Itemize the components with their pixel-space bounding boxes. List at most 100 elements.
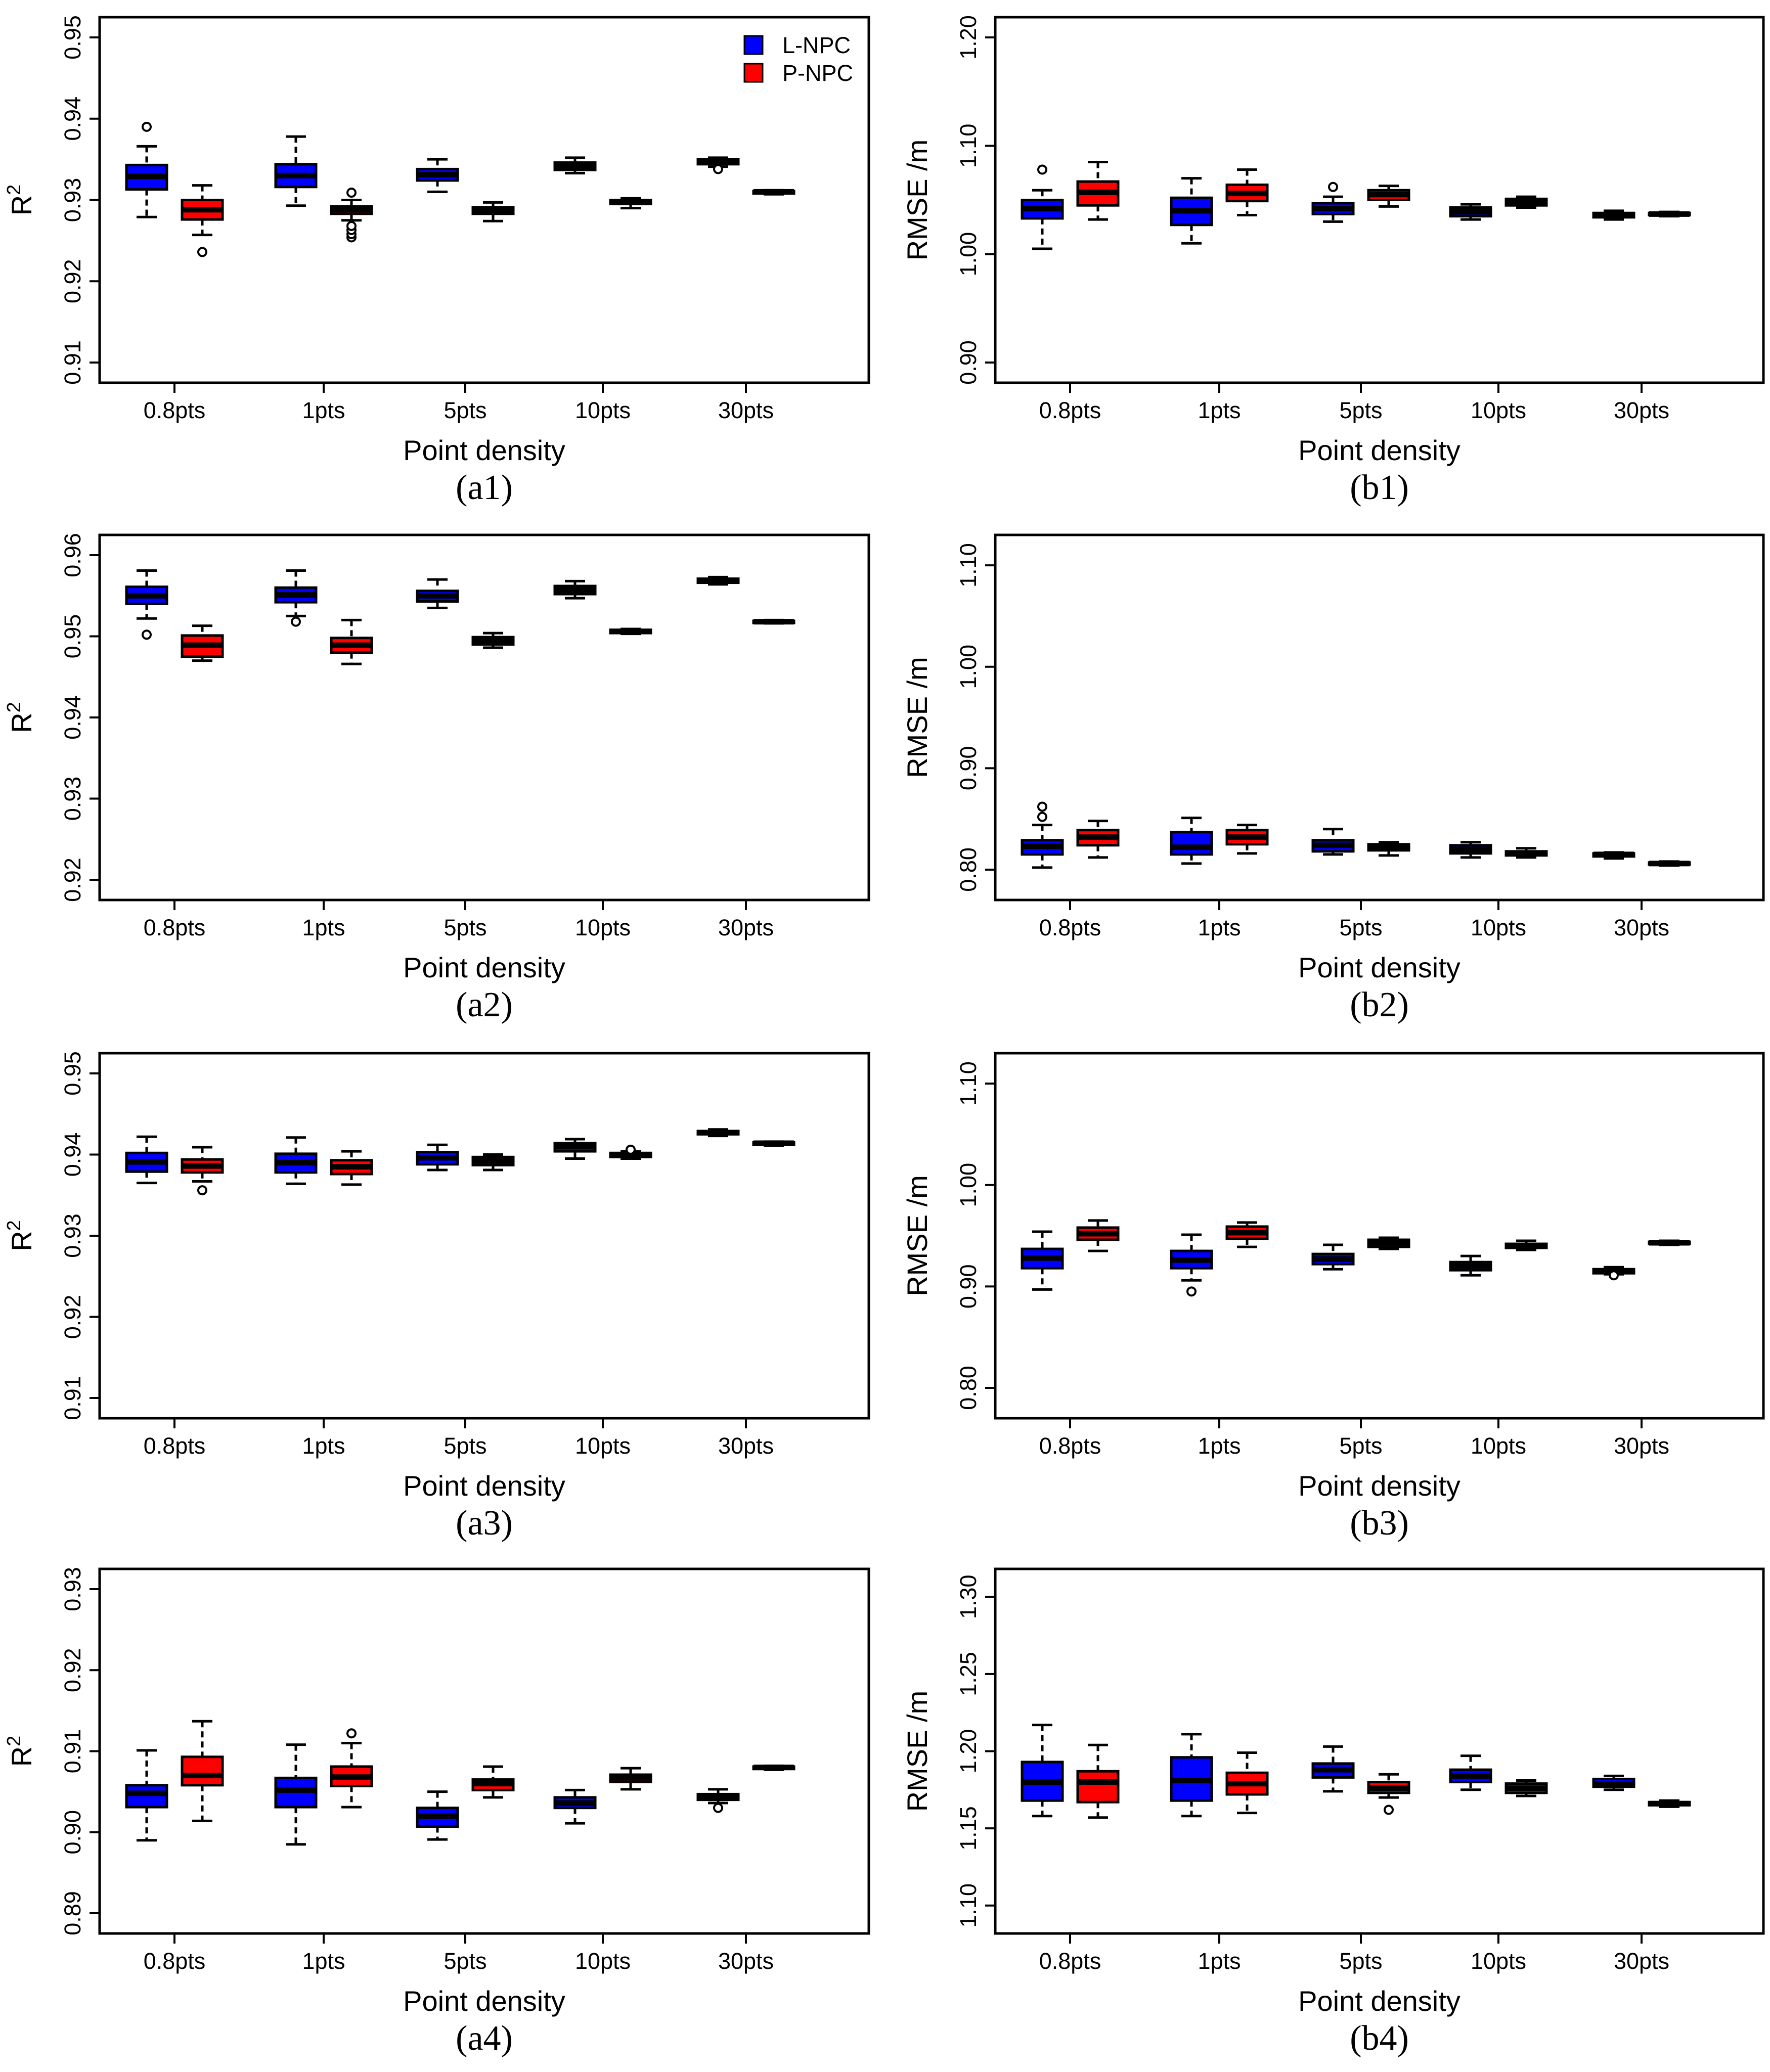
- y-tick-label: 0.95: [60, 1051, 85, 1096]
- outlier-point: [197, 1185, 207, 1196]
- box-L-NPC-0.8pts: [1021, 164, 1064, 250]
- box-body: [1076, 1770, 1120, 1804]
- box-body: [125, 1784, 168, 1809]
- panel-label: (a1): [456, 468, 513, 507]
- box-L-NPC-0.8pts: [1021, 801, 1064, 869]
- box-P-NPC-0.8pts: [1076, 820, 1120, 859]
- box-P-NPC-30pts: [752, 1764, 795, 1771]
- y-tick-label: 0.92: [60, 858, 85, 902]
- box-L-NPC-0.8pts: [125, 1749, 168, 1842]
- box-P-NPC-1pts: [1225, 1221, 1269, 1248]
- box-P-NPC-10pts: [609, 627, 652, 636]
- panel-label: (a2): [456, 985, 513, 1024]
- box-L-NPC-5pts: [416, 578, 459, 609]
- box-L-NPC-10pts: [1449, 841, 1492, 859]
- box-P-NPC-30pts: [752, 189, 795, 196]
- y-tick-label: 0.93: [60, 1213, 85, 1258]
- x-tick-label: 0.8pts: [144, 1948, 206, 1974]
- legend-swatch: [743, 35, 764, 55]
- panel-label: (b4): [1350, 2019, 1409, 2058]
- x-axis-title: Point density: [403, 952, 565, 983]
- y-tick-label: 1.25: [955, 1652, 981, 1696]
- y-tick-label: 0.93: [60, 1567, 85, 1611]
- y-tick-label: 0.95: [60, 15, 85, 60]
- y-tick-label: 1.15: [955, 1806, 981, 1851]
- box-P-NPC-5pts: [1367, 841, 1410, 857]
- panel-label: (a3): [456, 1504, 513, 1543]
- box-P-NPC-0.8pts: [1076, 1219, 1120, 1252]
- box-P-NPC-0.8pts: [181, 1720, 224, 1822]
- box-P-NPC-5pts: [471, 632, 515, 649]
- outlier-point: [142, 121, 152, 132]
- y-tick-label: 0.94: [60, 1133, 85, 1177]
- x-tick-label: 0.8pts: [1039, 915, 1101, 940]
- box-L-NPC-10pts: [553, 579, 597, 600]
- y-tick-label: 0.91: [60, 1376, 85, 1420]
- box-L-NPC-1pts: [1170, 817, 1213, 865]
- box-P-NPC-30pts: [752, 1140, 795, 1147]
- y-tick-label: 0.92: [60, 1295, 85, 1339]
- x-tick-label: 30pts: [718, 397, 774, 423]
- x-tick-label: 5pts: [444, 397, 486, 423]
- outlier-point: [291, 616, 301, 627]
- y-tick-label: 1.20: [955, 1729, 981, 1774]
- box-L-NPC-10pts: [553, 156, 597, 174]
- outlier-point: [346, 1728, 357, 1739]
- x-tick-label: 1pts: [302, 915, 345, 940]
- x-tick-label: 0.8pts: [144, 397, 206, 423]
- box-L-NPC-0.8pts: [125, 569, 168, 640]
- plot-frame: [994, 16, 1765, 384]
- plot-frame: [98, 1052, 870, 1420]
- outlier-point: [346, 220, 357, 231]
- x-tick-label: 10pts: [575, 915, 631, 940]
- box-L-NPC-5pts: [1311, 1745, 1355, 1793]
- plot-frame: [98, 533, 870, 902]
- box-L-NPC-1pts: [1170, 1733, 1213, 1818]
- outlier-point: [713, 164, 723, 174]
- box-P-NPC-0.8pts: [1076, 160, 1120, 221]
- x-tick-label: 5pts: [444, 915, 486, 940]
- y-tick-label: 1.20: [955, 15, 981, 60]
- y-tick-label: 0.91: [60, 340, 85, 385]
- y-tick-label: 1.30: [955, 1574, 981, 1619]
- panel-b2: 0.80 0.90 1.00 1.10 0.8pts 1pts 5pts 10pts 30pts…: [901, 533, 1765, 1024]
- legend-label: P-NPC: [782, 60, 853, 86]
- y-tick-label: 0.93: [60, 777, 85, 821]
- box-L-NPC-1pts: [1170, 177, 1213, 245]
- box-P-NPC-0.8pts: [181, 624, 224, 662]
- box-L-NPC-30pts: [1592, 1774, 1635, 1791]
- plot-frame: [98, 1567, 870, 1935]
- y-tick-label: 1.10: [955, 543, 981, 588]
- x-tick-label: 10pts: [575, 1948, 631, 1974]
- x-tick-label: 5pts: [444, 1433, 486, 1459]
- box-L-NPC-0.8pts: [1021, 1724, 1064, 1818]
- box-L-NPC-10pts: [553, 1138, 597, 1160]
- x-tick-label: 10pts: [575, 1433, 631, 1459]
- y-tick-label: 1.00: [955, 232, 981, 277]
- box-body: [1170, 831, 1213, 856]
- x-tick-label: 10pts: [575, 397, 631, 423]
- box-L-NPC-30pts: [696, 1788, 740, 1813]
- y-tick-label: 0.91: [60, 1729, 85, 1774]
- panel-label: (a4): [456, 2019, 513, 2058]
- panel-label: (b3): [1350, 1504, 1409, 1543]
- outlier-point: [1609, 1270, 1619, 1281]
- outlier-point: [346, 188, 357, 198]
- box-L-NPC-10pts: [1449, 203, 1492, 221]
- outlier-point: [1186, 1286, 1197, 1297]
- x-tick-label: 30pts: [1614, 1433, 1669, 1459]
- y-tick-label: 0.95: [60, 614, 85, 659]
- x-axis-title: Point density: [1298, 1470, 1461, 1502]
- y-tick-label: 0.94: [60, 97, 85, 141]
- box-L-NPC-5pts: [416, 1790, 459, 1841]
- y-tick-label: 0.90: [955, 746, 981, 791]
- box-P-NPC-30pts: [752, 618, 795, 625]
- y-axis-title: RMSE /m: [901, 1175, 933, 1296]
- x-tick-label: 1pts: [302, 1948, 345, 1974]
- x-axis-title: Point density: [403, 434, 565, 466]
- y-tick-label: 0.80: [955, 1366, 981, 1410]
- box-L-NPC-5pts: [1311, 182, 1355, 223]
- y-tick-label: 1.10: [955, 1061, 981, 1106]
- x-tick-label: 0.8pts: [144, 915, 206, 940]
